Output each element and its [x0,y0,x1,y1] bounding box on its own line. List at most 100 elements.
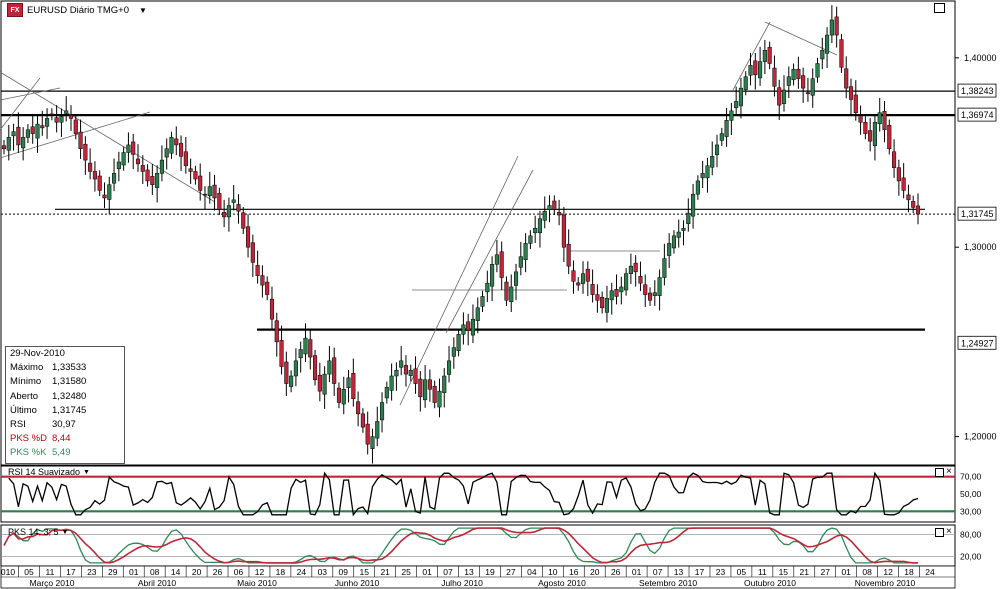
candle-body [289,375,294,387]
candle-body [566,243,571,267]
candle-body [547,205,552,210]
candle-body [834,16,839,36]
info-row-high: Máximo 1,33533 [10,362,87,374]
trend-channel-line [0,77,41,131]
day-tick-label: 27 [506,567,516,577]
candle-body [212,184,217,199]
candle-body [64,110,69,114]
candle-body [643,284,648,295]
candle-body [145,169,150,182]
candle-body [892,151,897,168]
candle-body [442,375,447,393]
day-tick-label: 14 [171,567,181,577]
candle-body [614,288,619,297]
candle-body [820,49,825,60]
candle-body [179,143,184,157]
candle-body [1,145,7,149]
day-tick-label: 01 [422,567,432,577]
candle-body [332,357,337,384]
day-tick-label: 24 [297,567,307,577]
candle-body [461,324,466,335]
day-tick-label: 010 [1,567,15,577]
chart-frame [0,0,956,567]
candle-body [269,298,275,320]
candle-body [432,385,437,403]
day-tick-label: 23 [716,567,726,577]
candle-body [456,334,461,351]
candle-body [246,226,251,248]
rsi-panel-title[interactable]: RSI 14 Suavizado ▼ [8,467,90,477]
candle-body [571,270,576,282]
candle-series[interactable] [1,5,921,464]
maximize-icon[interactable] [934,3,945,13]
candle-body [671,235,676,249]
trend-channel-line [445,169,534,334]
candle-body [868,130,873,142]
month-label: Março 2010 [30,578,75,588]
candle-body [102,194,107,199]
candle-body [882,110,887,131]
candle-body [49,113,54,116]
candle-body [45,118,50,127]
candle-body [88,162,93,172]
info-date: 29-Nov-2010 [10,348,65,359]
candle-body [580,273,586,284]
candle-body [714,144,720,156]
price-axis: 1,40000 1,30000 1,20000 [955,53,997,442]
candle-body [418,378,423,398]
candle-body [336,387,342,403]
day-tick-label: 21 [800,567,810,577]
candle-body [662,258,667,278]
candle-body [595,294,600,301]
rsi-close-icon[interactable]: × [946,466,952,477]
trend-channel-line [0,87,61,101]
candle-body [762,49,767,62]
candle-body [494,254,499,265]
candle-body [451,347,456,357]
candle-body [600,296,605,309]
candle-body [403,365,409,375]
rsi-tick-label: 70,00 [960,472,982,482]
rsi-tick-label: 30,00 [960,506,982,516]
candle-body [241,212,246,229]
candle-body [30,126,35,134]
rsi-tick-label: 50,00 [960,489,982,499]
candle-body [695,180,700,195]
data-window: 29-Nov-2010 Máximo 1,33533 Mínimo 1,31580 … [5,346,125,464]
candle-body [805,92,810,95]
candle-body [40,125,45,129]
rsi-maximize-icon[interactable] [935,468,944,477]
candle-body [585,268,590,282]
month-label: Junho 2010 [335,578,380,588]
day-tick-label: 18 [904,567,914,577]
candle-body [236,204,241,212]
candle-body [490,263,495,287]
trend-channel-line [732,21,771,91]
pks-close-icon[interactable]: × [946,526,952,537]
candle-body [312,355,318,381]
candle-body [748,65,753,76]
candle-body [499,251,504,278]
candle-body [676,231,681,238]
chart-title-bar[interactable]: FX EURUSD Diário TMG+0 ▼ [7,3,147,17]
candle-body [169,137,174,154]
candle-body [35,123,40,139]
pks-panel-border [0,524,956,567]
price-tick-label: 1,40000 [964,53,997,63]
candle-body [624,273,629,291]
pks-maximize-icon[interactable] [935,528,944,537]
candle-body [638,276,643,284]
chevron-down-icon[interactable]: ▼ [138,5,147,15]
day-tick-label: 01 [841,567,851,577]
pks-panel-title[interactable]: PKS 14; 3; 5 ▼ [8,527,69,537]
candle-body [853,94,858,113]
candle-body [513,271,519,286]
day-tick-label: 08 [150,567,160,577]
candle-body [351,373,356,399]
day-tick-label: 13 [674,567,684,577]
day-tick-label: 07 [443,567,453,577]
month-label: Julho 2010 [441,578,483,588]
info-row-pksk: PKS %K 5,49 [10,447,71,459]
day-tick-label: 19 [485,567,495,577]
